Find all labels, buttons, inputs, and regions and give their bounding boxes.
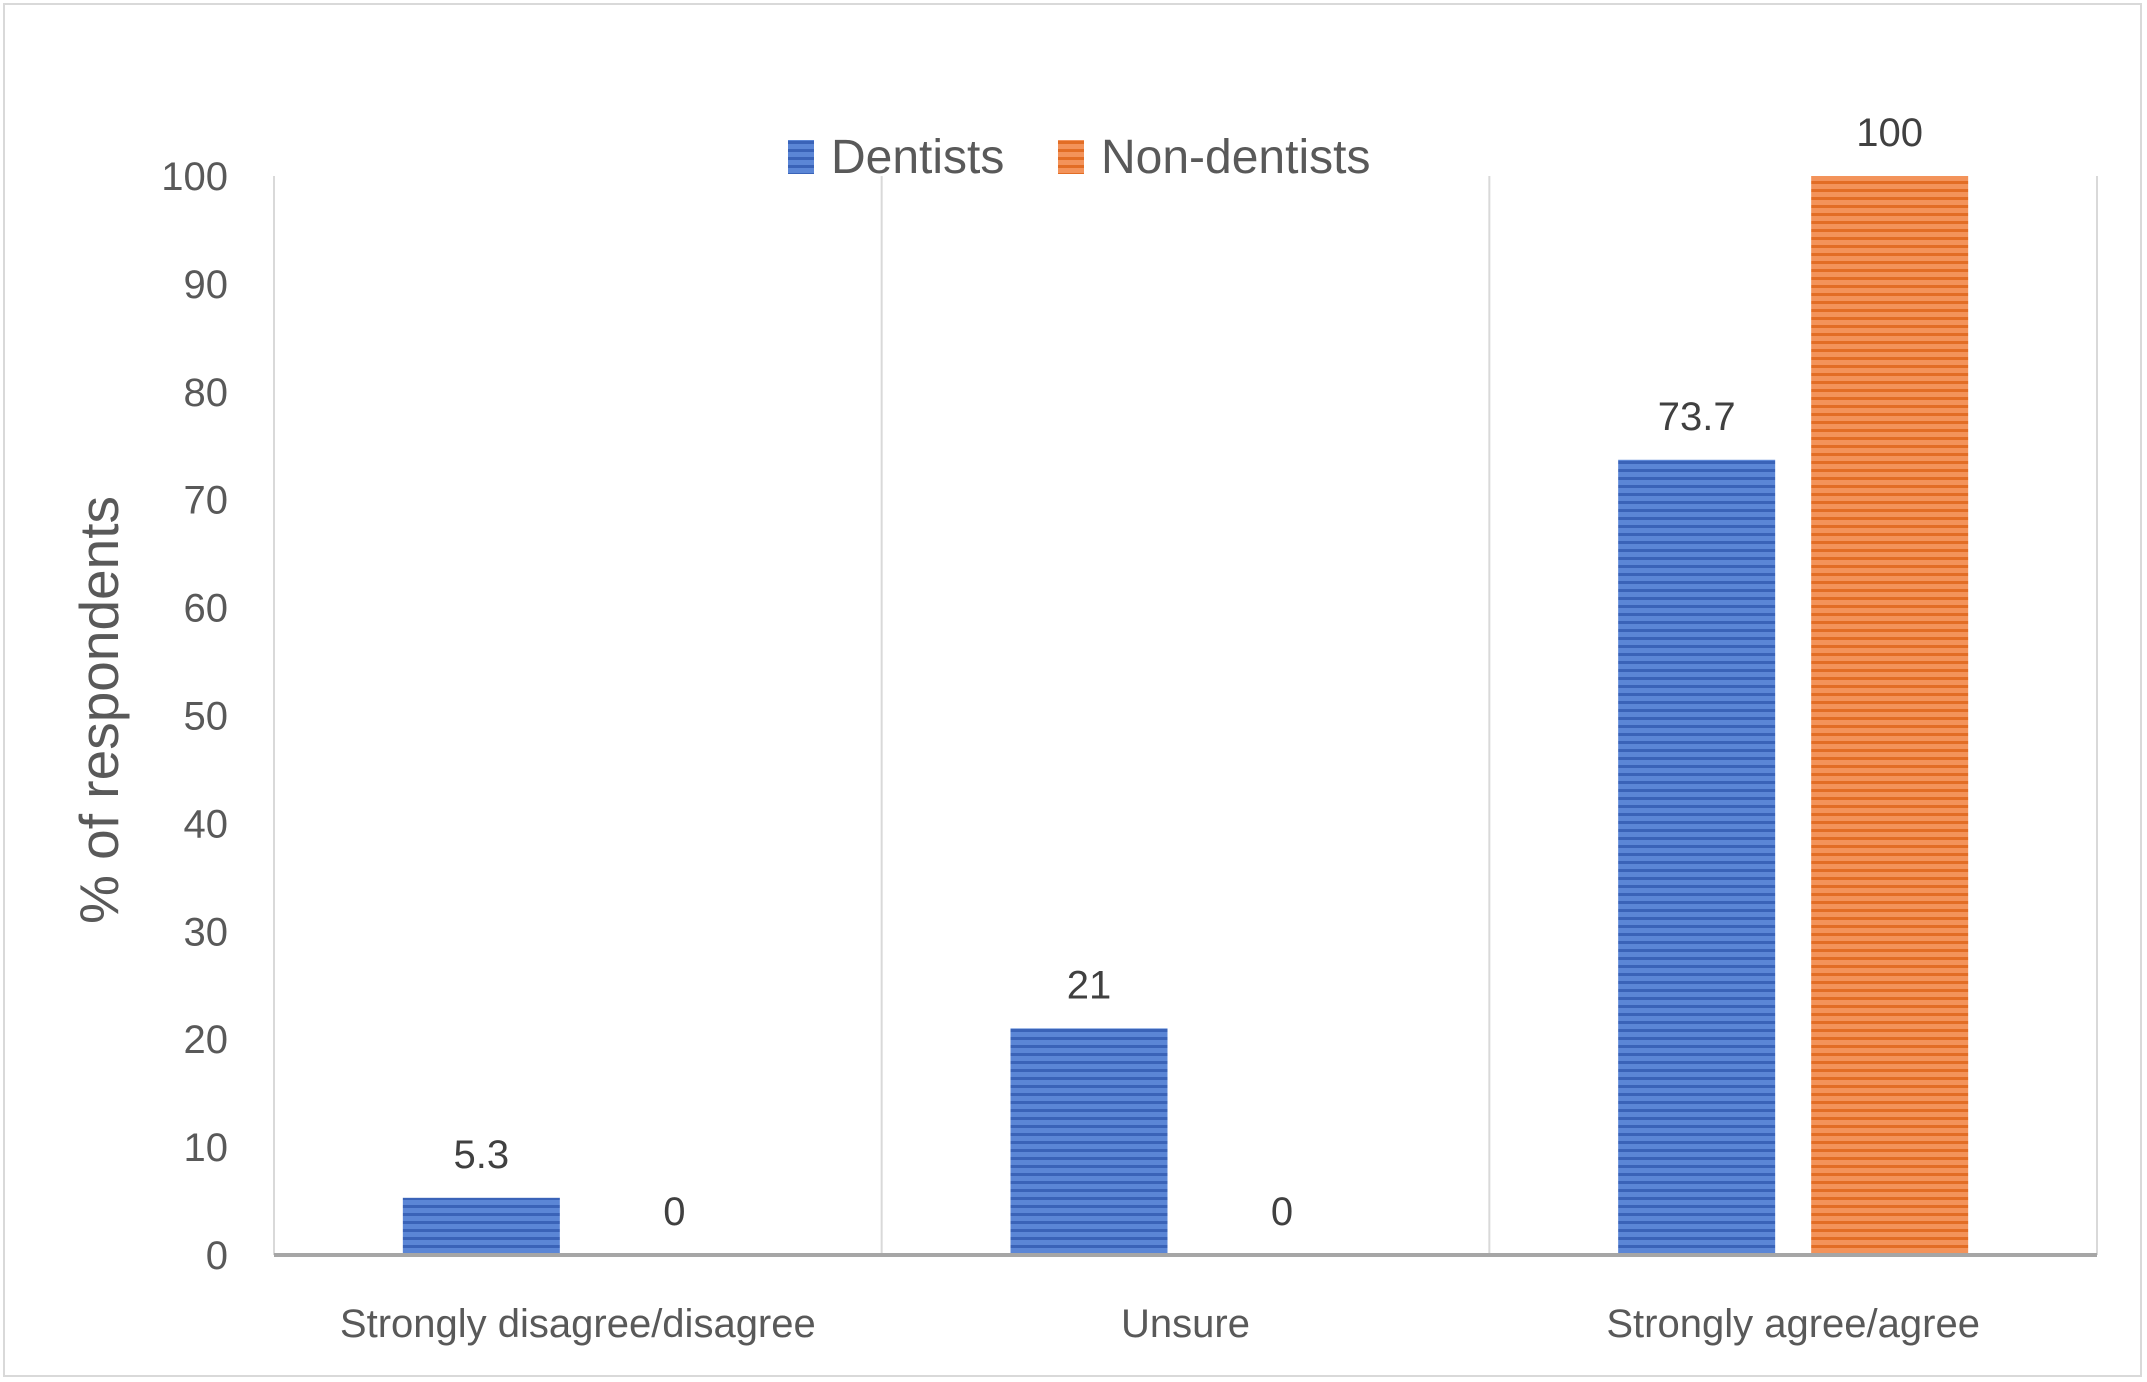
data-label: 21 [1067, 963, 1112, 1007]
legend-label-dentists: Dentists [831, 131, 1004, 184]
data-label: 100 [1856, 111, 1923, 155]
y-tick-label: 90 [184, 263, 229, 307]
bar-dentists-1 [1010, 1028, 1168, 1255]
y-tick-label: 80 [184, 371, 229, 415]
bar-dentists-0 [402, 1197, 560, 1255]
y-axis-title: % of respondents [68, 496, 130, 924]
x-axis: Strongly disagree/disagree Unsure Strongly… [340, 1302, 1980, 1346]
y-tick-label: 50 [184, 695, 229, 739]
legend-label-non-dentists: Non-dentists [1101, 131, 1370, 184]
data-labels: 5.3 0 21 0 73.7 100 [454, 111, 1924, 1234]
bar-dentists-2 [1618, 459, 1776, 1256]
y-tick-label: 20 [184, 1018, 229, 1062]
y-tick-label: 0 [206, 1234, 228, 1278]
bar-non-dentists-2 [1811, 176, 1969, 1255]
y-tick-label: 100 [161, 155, 228, 199]
legend-swatch-non-dentists [1058, 140, 1084, 174]
x-tick-label: Strongly disagree/disagree [340, 1302, 816, 1346]
data-label: 73.7 [1658, 395, 1736, 439]
y-tick-label: 30 [184, 910, 229, 954]
y-tick-label: 70 [184, 479, 229, 523]
y-axis: 0 10 20 30 40 50 60 70 80 90 100 [161, 155, 228, 1278]
data-label: 0 [1271, 1190, 1293, 1234]
legend: Dentists Non-dentists [788, 131, 1370, 184]
x-tick-label: Strongly agree/agree [1606, 1302, 1980, 1346]
y-tick-label: 10 [184, 1126, 229, 1170]
legend-swatch-dentists [788, 140, 814, 174]
y-tick-label: 40 [184, 802, 229, 846]
data-label: 0 [663, 1190, 685, 1234]
category-separators [273, 176, 2098, 1255]
y-tick-label: 60 [184, 587, 229, 631]
x-tick-label: Unsure [1121, 1302, 1250, 1346]
bars [402, 176, 1969, 1256]
data-label: 5.3 [454, 1133, 510, 1177]
